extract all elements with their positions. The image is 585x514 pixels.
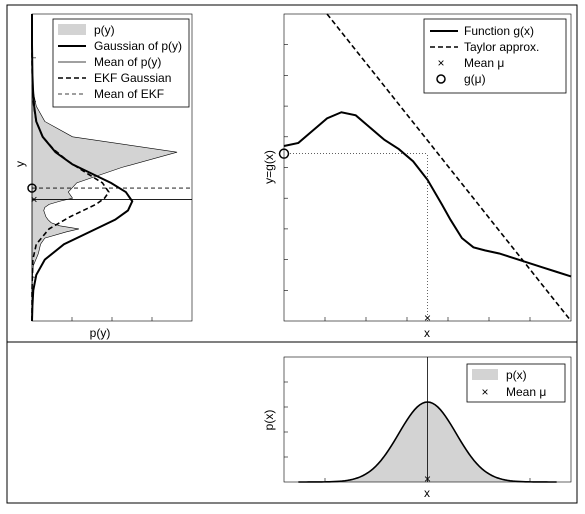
gx-ticks <box>284 44 531 321</box>
gx-taylor-line <box>326 13 572 322</box>
py-mean-marker: × <box>30 192 37 206</box>
py-legend-label-ekf: EKF Gaussian <box>94 71 171 85</box>
py-panel: × p(y) y p(y) Gaussian of p(y) Mean of p… <box>13 13 193 340</box>
py-ylabel: y <box>13 161 27 167</box>
gx-legend-label-gmu: g(μ) <box>464 72 486 86</box>
px-legend-label-mean: Mean μ <box>506 385 546 399</box>
px-axes-frame <box>283 356 572 483</box>
gx-function-curve <box>283 111 572 278</box>
gx-axes-frame <box>283 13 572 322</box>
gx-xlabel: x <box>424 326 430 340</box>
gx-legend-swatch-mean: × <box>437 56 444 70</box>
gx-panel: × x y=g(x) Function g(x) Taylor approx. … <box>262 13 572 340</box>
px-legend-label-px: p(x) <box>506 368 527 382</box>
gx-legend: Function g(x) Taylor approx. × Mean μ g(… <box>423 18 567 94</box>
py-legend-label-py: p(y) <box>94 23 115 37</box>
gx-legend-label-taylor: Taylor approx. <box>464 40 539 54</box>
py-xlabel: p(y) <box>90 326 111 340</box>
py-legend-swatch-py <box>58 24 86 35</box>
gx-legend-label-mean: Mean μ <box>464 56 504 70</box>
px-mean-marker: × <box>424 472 431 486</box>
py-legend: p(y) Gaussian of p(y) Mean of p(y) EKF G… <box>52 18 190 108</box>
gx-plot-area: × <box>278 13 572 325</box>
px-legend-swatch-px <box>472 369 498 380</box>
py-legend-label-ekf-mean: Mean of EKF <box>94 87 164 101</box>
gx-mean-marker: × <box>424 311 431 325</box>
px-ylabel: p(x) <box>262 410 276 431</box>
gx-legend-swatch-gmu <box>436 74 446 84</box>
gx-legend-label-g: Function g(x) <box>464 24 534 38</box>
py-axes-frame <box>31 13 193 322</box>
py-legend-label-gaussian: Gaussian of p(y) <box>94 39 182 53</box>
px-legend: p(x) × Mean μ <box>466 363 566 403</box>
px-legend-swatch-mean: × <box>481 385 488 399</box>
px-xlabel: x <box>424 486 430 500</box>
px-panel: × x p(x) p(x) × Mean μ <box>262 356 572 500</box>
px-plot-area: × <box>298 357 557 486</box>
py-plot-area: × <box>27 14 192 322</box>
py-ekf-curve <box>31 14 110 321</box>
gx-ylabel: y=g(x) <box>262 150 276 184</box>
py-legend-label-mean: Mean of p(y) <box>94 55 161 69</box>
